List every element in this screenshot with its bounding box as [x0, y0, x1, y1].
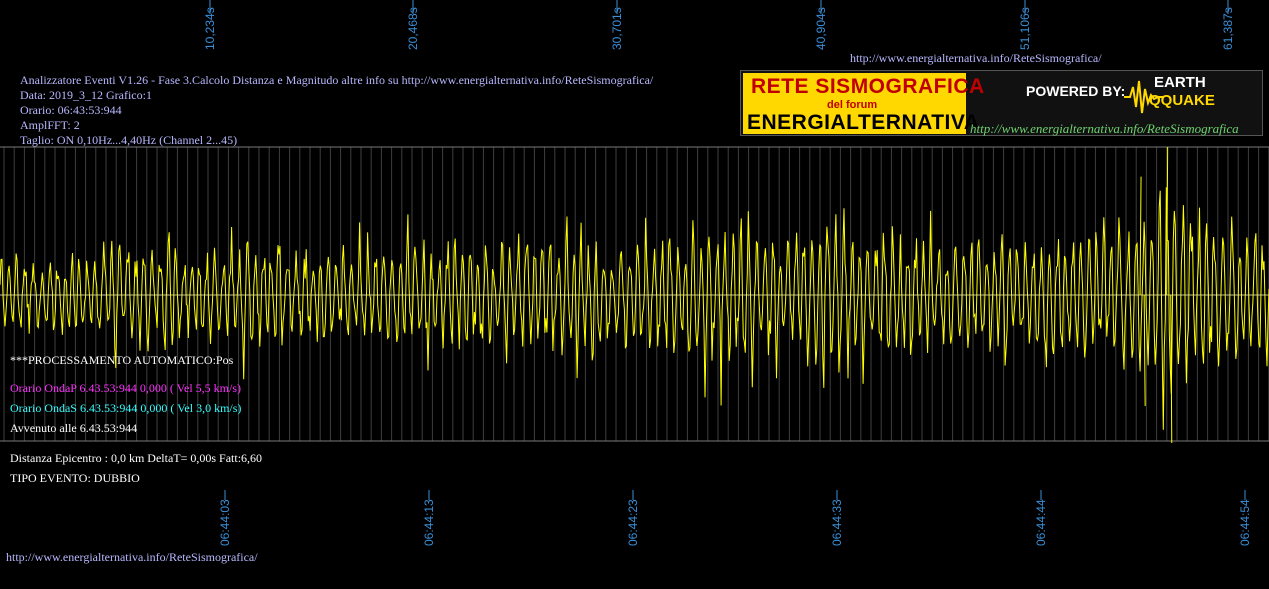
info-line-amplfft: AmplFFT: 2 [20, 118, 80, 132]
bottom-tick-label: 06:44:13 [422, 499, 436, 546]
info-line-filter: Taglio: ON 0,10Hz...4,40Hz (Channel 2...… [20, 133, 238, 147]
top-tick-label: 20,468s [406, 7, 420, 50]
top-tick-label: 10,234s [203, 7, 217, 50]
bottom-tick-label: 06:44:33 [830, 499, 844, 546]
logo-powered-by: POWERED BY: [1026, 83, 1126, 99]
auto-processing-status: ***PROCESSAMENTO AUTOMATICO:Pos [10, 353, 234, 367]
logo-url: http://www.energialternativa.info/ReteSi… [970, 121, 1239, 136]
logo-yellow-panel [743, 73, 966, 134]
logo-brand: ENERGIALTERNATIVA [747, 111, 980, 134]
seismic-trace [0, 187, 1269, 430]
bottom-tick-label: 06:44:03 [218, 499, 232, 546]
logo-quake: QQUAKE [1149, 92, 1215, 109]
event-type: TIPO EVENTO: DUBBIO [10, 471, 140, 485]
top-tick-label: 30,701s [610, 7, 624, 50]
info-line-title: Analizzatore Eventi V1.26 - Fase 3.Calco… [20, 73, 654, 87]
epicenter-distance: Distanza Epicentro : 0,0 km DeltaT= 0,00… [10, 451, 263, 465]
p-wave-time: Orario OndaP 6.43.53:944 0,000 ( Vel 5,5… [10, 381, 241, 395]
seismic-wave-icon [1124, 80, 1164, 114]
trace-peak [1143, 294, 1146, 407]
bottom-tick-label: 06:44:23 [626, 499, 640, 546]
trace-peak [1170, 294, 1173, 444]
trace-peak [1139, 176, 1142, 296]
rete-sismografica-logo[interactable]: RETE SISMOGRAFICA del forum ENERGIALTERN… [740, 70, 1263, 136]
top-url[interactable]: http://www.energialternativa.info/ReteSi… [850, 51, 1102, 65]
trace-layer [0, 146, 1269, 444]
logo-earth: EARTH [1154, 74, 1206, 91]
top-tick-label: 40,904s [814, 7, 828, 50]
event-occurred-time: Avvenuto alle 6.43.53:944 [10, 421, 138, 435]
s-wave-time: Orario OndaS 6.43.53:944 0,000 ( Vel 3,0… [10, 401, 242, 415]
footer-url[interactable]: http://www.energialternativa.info/ReteSi… [6, 550, 258, 564]
bottom-tick-label: 06:44:44 [1034, 499, 1048, 546]
bottom-tick-label: 06:44:54 [1238, 499, 1252, 546]
trace-peak [1166, 146, 1169, 296]
info-line-time: Orario: 06:43:53:944 [20, 103, 122, 117]
logo-subtitle: del forum [827, 99, 878, 111]
top-tick-label: 61,387s [1221, 7, 1235, 50]
top-tick-label: 51,106s [1018, 7, 1032, 50]
logo-title: RETE SISMOGRAFICA [751, 75, 985, 98]
info-line-date: Data: 2019_3_12 Grafico:1 [20, 88, 152, 102]
